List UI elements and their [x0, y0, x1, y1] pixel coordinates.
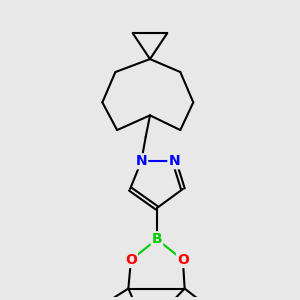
Text: B: B: [152, 232, 162, 246]
Text: N: N: [168, 154, 180, 168]
Text: N: N: [136, 154, 147, 168]
Text: O: O: [177, 253, 189, 267]
Text: O: O: [125, 253, 137, 267]
